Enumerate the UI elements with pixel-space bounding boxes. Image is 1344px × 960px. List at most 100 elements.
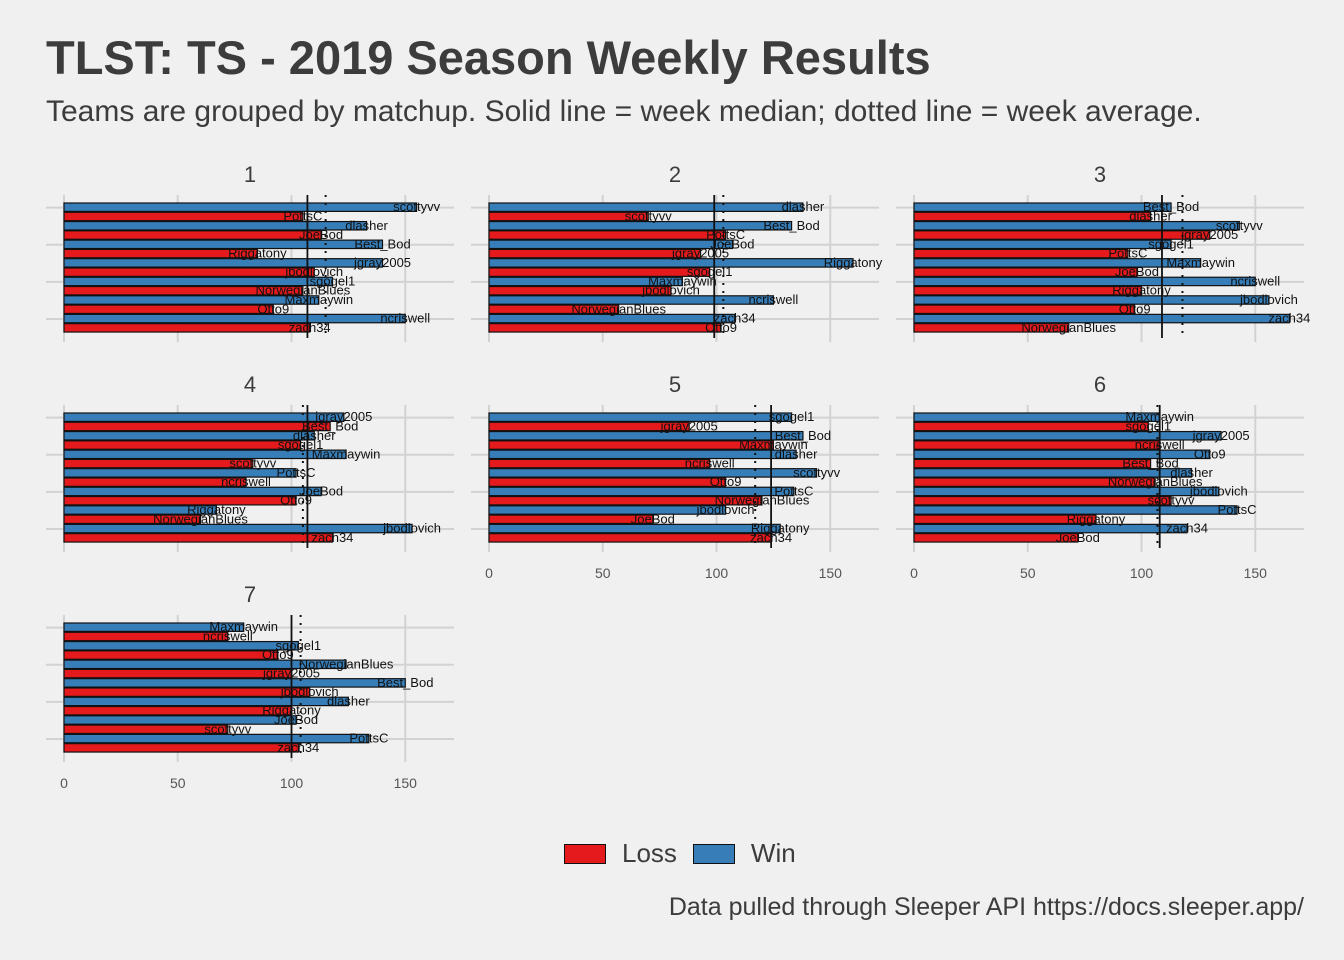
chart-caption: Data pulled through Sleeper API https://… [668, 893, 1304, 921]
bar-JoeBod-wk5 [488, 514, 654, 525]
bar-label-NorwegianBlues: NorwegianBlues [1108, 474, 1203, 489]
bar-scottyvv-wk1 [63, 202, 418, 212]
bar-label-jbodlovich: jbodlovich [382, 521, 441, 536]
bar-dlasher-wk3 [913, 211, 1152, 222]
bar-NorwegianBlues-wk2 [488, 304, 620, 315]
bar-label-PottsC: PottsC [349, 731, 388, 746]
bar-jgray2005-wk6 [913, 430, 1222, 441]
bar-sgogel1-wk1 [63, 276, 334, 287]
bar-Maxmaywin-wk2 [488, 276, 683, 287]
bar-label-scottyvv: scottyvv [793, 465, 840, 480]
bar-zach34-wk6 [913, 523, 1188, 534]
bar-label-Maxmaywin: Maxmaywin [284, 292, 353, 307]
bar-label-Maxmaywin: Maxmaywin [209, 619, 278, 634]
bar-label-ncriswell: ncriswell [1135, 437, 1185, 452]
bar-Otto9-wk5 [488, 477, 727, 487]
bar-label-jbodlovich: jbodlovich [280, 684, 339, 699]
bar-sgogel1-wk6 [913, 421, 1149, 432]
bar-Riggatony-wk7 [63, 705, 293, 716]
bar-label-scottyvv: scottyvv [204, 721, 251, 736]
bar-JoeBod-wk3 [913, 267, 1138, 277]
bar-label-NorwegianBlues: NorwegianBlues [299, 656, 394, 671]
bar-label-dlasher: dlasher [293, 428, 336, 443]
facet-label-week-2: 2 [669, 162, 681, 187]
bar-NorwegianBlues-wk6 [913, 477, 1156, 487]
bar-Riggatony-wk5 [488, 523, 781, 534]
x-tick-label: 50 [170, 775, 186, 791]
bar-label-Best_Bod: Best_Bod [302, 418, 358, 433]
bar-label-NorwegianBlues: NorwegianBlues [1021, 320, 1116, 335]
bar-Best_Bod-wk5 [488, 430, 804, 441]
bar-Best_Bod-wk4 [63, 421, 331, 432]
bar-dlasher-wk7 [63, 696, 349, 707]
bar-label-zach34: zach34 [311, 530, 353, 545]
legend-label-loss: Loss [622, 838, 677, 868]
bar-PottsC-wk1 [63, 211, 304, 222]
bar-label-Best_Bod: Best_Bod [1122, 456, 1178, 471]
bar-label-scottyvv: scottyvv [1148, 493, 1195, 508]
bar-label-Maxmaywin: Maxmaywin [739, 437, 808, 452]
bar-label-jbodlovich: jbodlovich [284, 264, 343, 279]
bar-label-jbodlovich: jbodlovich [1189, 483, 1248, 498]
legend-item-win: Win [692, 838, 796, 869]
bar-label-Otto9: Otto9 [280, 493, 312, 508]
bar-label-sgogel1: sgogel1 [276, 638, 322, 653]
bar-JoeBod-wk4 [63, 486, 322, 497]
bar-jgray2005-wk4 [63, 412, 345, 422]
bar-zach34-wk5 [488, 533, 772, 543]
bar-NorwegianBlues-wk5 [488, 495, 763, 506]
facet-label-week-1: 1 [244, 162, 256, 187]
x-tick-label: 150 [394, 775, 418, 791]
bar-label-JoeBod: JoeBod [1115, 264, 1159, 279]
bar-label-sgogel1: sgogel1 [687, 264, 733, 279]
bar-label-Otto9: Otto9 [710, 474, 742, 489]
bar-label-jgray2005: jgray2005 [314, 409, 372, 424]
bar-PottsC-wk7 [63, 733, 370, 744]
bar-Riggatony-wk3 [913, 285, 1143, 296]
bar-label-Maxmaywin: Maxmaywin [1125, 409, 1194, 424]
bar-PottsC-wk4 [63, 468, 297, 478]
bar-jgray2005-wk5 [488, 421, 690, 432]
bar-dlasher-wk6 [913, 468, 1193, 478]
bar-label-jbodlovich: jbodlovich [641, 283, 700, 298]
bar-Otto9-wk3 [913, 304, 1136, 315]
bar-ncriswell-wk6 [913, 440, 1161, 450]
bar-NorwegianBlues-wk3 [913, 323, 1070, 333]
bar-jbodlovich-wk4 [63, 523, 413, 534]
bar-label-Otto9: Otto9 [705, 320, 737, 335]
bar-Riggatony-wk4 [63, 505, 218, 515]
bar-label-Otto9: Otto9 [257, 301, 289, 316]
x-tick-label: 0 [485, 565, 493, 581]
facet-label-week-6: 6 [1094, 372, 1106, 397]
bar-label-sgogel1: sgogel1 [278, 437, 324, 452]
bar-Best_Bod-wk2 [488, 220, 793, 231]
bar-jbodlovich-wk7 [63, 687, 311, 697]
bar-scottyvv-wk4 [63, 458, 254, 469]
bar-label-PottsC: PottsC [706, 227, 745, 242]
bar-label-JoeBod: JoeBod [710, 236, 754, 251]
bar-label-jgray2005: jgray2005 [660, 418, 718, 433]
bar-label-ncriswell: ncriswell [221, 474, 271, 489]
bar-dlasher-wk4 [63, 430, 315, 441]
bar-jbodlovich-wk5 [488, 505, 727, 515]
bar-PottsC-wk6 [913, 505, 1238, 515]
bar-label-Riggatony: Riggatony [228, 246, 287, 261]
bar-sgogel1-wk2 [488, 267, 711, 277]
bar-sgogel1-wk7 [63, 640, 299, 651]
bar-label-scottyvv: scottyvv [625, 208, 672, 223]
bar-ncriswell-wk7 [63, 631, 229, 642]
bar-label-JoeBod: JoeBod [1056, 530, 1100, 545]
bar-Maxmaywin-wk6 [913, 412, 1161, 422]
bar-jgray2005-wk3 [913, 230, 1211, 240]
bar-label-NorwegianBlues: NorwegianBlues [153, 511, 248, 526]
bar-label-ncriswell: ncriswell [685, 456, 735, 471]
bar-label-Best_Bod: Best_Bod [1143, 199, 1199, 214]
bar-label-Otto9: Otto9 [262, 647, 294, 662]
bar-JoeBod-wk6 [913, 533, 1079, 543]
x-tick-label: 0 [910, 565, 918, 581]
bar-label-zach34: zach34 [714, 311, 756, 326]
bar-Maxmaywin-wk7 [63, 622, 245, 632]
bar-label-PottsC: PottsC [1108, 246, 1147, 261]
bar-label-JoeBod: JoeBod [299, 227, 343, 242]
